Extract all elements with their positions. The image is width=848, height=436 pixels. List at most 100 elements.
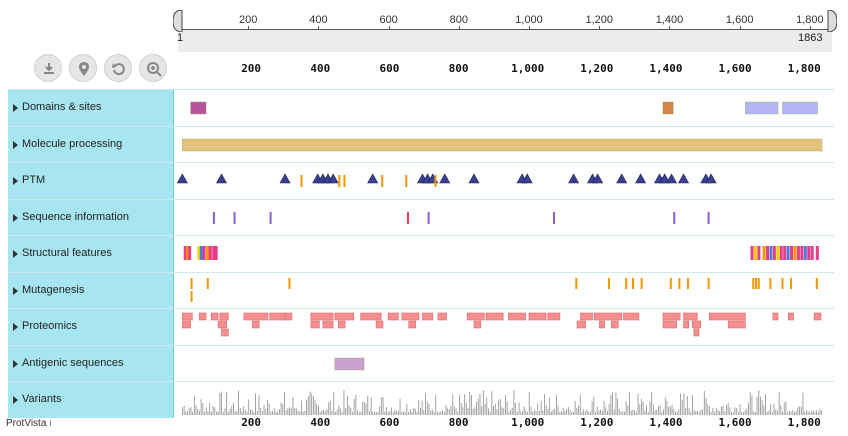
feature-bar[interactable]: [405, 175, 408, 187]
feature-block[interactable]: [190, 101, 207, 115]
ptm-triangle[interactable]: [659, 173, 671, 184]
feature-block[interactable]: [243, 312, 269, 321]
feature-bar[interactable]: [757, 277, 760, 289]
expand-caret-icon[interactable]: [13, 359, 18, 368]
ptm-triangle[interactable]: [705, 173, 717, 184]
feature-block[interactable]: [693, 328, 700, 337]
ptm-triangle[interactable]: [439, 173, 451, 184]
feature-bar[interactable]: [206, 277, 209, 289]
feature-block[interactable]: [772, 312, 779, 321]
feature-block[interactable]: [727, 320, 746, 329]
feature-block[interactable]: [788, 312, 794, 321]
highlight-button[interactable]: [69, 54, 97, 82]
feature-bar[interactable]: [815, 246, 819, 260]
feature-block[interactable]: [322, 320, 334, 329]
navigation-ruler[interactable]: 200 400 600 800 1,000 1,200 1,400 1,600 1,800 1 …: [173, 6, 837, 52]
feature-block[interactable]: [217, 320, 227, 329]
ptm-triangle[interactable]: [616, 173, 628, 184]
track-label-mutagenesis[interactable]: Mutagenesis: [8, 272, 174, 309]
feature-bar[interactable]: [183, 246, 187, 260]
feature-block[interactable]: [269, 312, 286, 321]
feature-bar[interactable]: [762, 246, 766, 260]
feature-bar[interactable]: [790, 246, 794, 260]
feature-bar[interactable]: [678, 277, 681, 289]
track-area-antigenic-sequences[interactable]: [174, 345, 834, 382]
feature-block[interactable]: [252, 320, 260, 329]
track-area-proteomics[interactable]: [174, 309, 834, 345]
ptm-triangle[interactable]: [215, 173, 228, 184]
feature-bar[interactable]: [707, 211, 710, 224]
feature-block[interactable]: [662, 101, 674, 115]
feature-bar[interactable]: [197, 246, 201, 260]
feature-bar[interactable]: [214, 246, 218, 260]
ptm-triangle[interactable]: [568, 173, 580, 184]
ptm-triangle[interactable]: [521, 173, 533, 184]
feature-block[interactable]: [508, 312, 526, 321]
feature-bar[interactable]: [553, 211, 556, 224]
feature-bar[interactable]: [338, 175, 341, 187]
feature-bar[interactable]: [625, 277, 628, 289]
feature-block[interactable]: [593, 312, 623, 321]
feature-bar[interactable]: [632, 277, 635, 289]
feature-block[interactable]: [437, 312, 447, 321]
feature-bar[interactable]: [781, 277, 784, 289]
feature-bar[interactable]: [607, 277, 610, 289]
feature-bar[interactable]: [815, 277, 818, 289]
expand-caret-icon[interactable]: [13, 213, 18, 222]
feature-bar[interactable]: [212, 246, 216, 260]
ptm-triangle[interactable]: [635, 173, 647, 184]
feature-block[interactable]: [576, 320, 586, 329]
ptm-triangle[interactable]: [176, 173, 188, 184]
feature-bar[interactable]: [269, 211, 272, 224]
feature-bar[interactable]: [288, 277, 291, 289]
feature-bar[interactable]: [300, 175, 303, 187]
ptm-triangle[interactable]: [666, 173, 678, 184]
feature-bar[interactable]: [752, 277, 755, 289]
track-label-proteomics[interactable]: Proteomics: [8, 309, 174, 345]
track-label-molecule-processing[interactable]: Molecule processing: [8, 126, 174, 163]
navigation-track[interactable]: [178, 6, 832, 30]
track-label-sequence-information[interactable]: Sequence information: [8, 199, 174, 236]
feature-block[interactable]: [310, 312, 334, 321]
feature-bar[interactable]: [212, 211, 215, 224]
navigation-right-handle-icon[interactable]: [827, 10, 837, 32]
expand-caret-icon[interactable]: [13, 286, 18, 295]
feature-block[interactable]: [182, 320, 191, 329]
feature-bar[interactable]: [199, 246, 203, 260]
feature-bar[interactable]: [757, 246, 761, 260]
feature-block[interactable]: [547, 312, 561, 321]
feature-block[interactable]: [387, 312, 399, 321]
feature-block[interactable]: [683, 312, 698, 321]
feature-block[interactable]: [219, 312, 229, 321]
feature-block[interactable]: [709, 312, 746, 321]
feature-block[interactable]: [691, 320, 702, 329]
expand-caret-icon[interactable]: [13, 323, 18, 331]
feature-block[interactable]: [580, 312, 593, 321]
feature-bar[interactable]: [190, 277, 193, 289]
feature-block[interactable]: [284, 312, 293, 321]
feature-bar[interactable]: [786, 246, 790, 260]
feature-bar[interactable]: [793, 246, 797, 260]
feature-bar[interactable]: [233, 211, 236, 224]
track-area-mutagenesis[interactable]: [174, 272, 834, 309]
feature-bar[interactable]: [766, 246, 770, 260]
feature-bar[interactable]: [776, 246, 780, 260]
track-area-structural-features[interactable]: [174, 236, 834, 272]
feature-bar[interactable]: [803, 246, 807, 260]
download-button[interactable]: [34, 54, 62, 82]
feature-block[interactable]: [198, 312, 207, 321]
feature-block[interactable]: [485, 312, 504, 321]
feature-block[interactable]: [360, 312, 382, 321]
feature-block[interactable]: [745, 101, 779, 115]
navigation-left-handle-icon[interactable]: [173, 10, 183, 32]
expand-caret-icon[interactable]: [13, 250, 18, 258]
track-area-ptm[interactable]: [174, 163, 834, 199]
expand-caret-icon[interactable]: [13, 140, 18, 149]
track-area-domains-sites[interactable]: [174, 90, 834, 126]
feature-block[interactable]: [611, 320, 619, 329]
ptm-triangle[interactable]: [468, 173, 480, 184]
feature-block[interactable]: [182, 312, 193, 321]
feature-bar[interactable]: [208, 246, 212, 260]
feature-block[interactable]: [338, 320, 346, 329]
feature-block[interactable]: [662, 312, 681, 321]
